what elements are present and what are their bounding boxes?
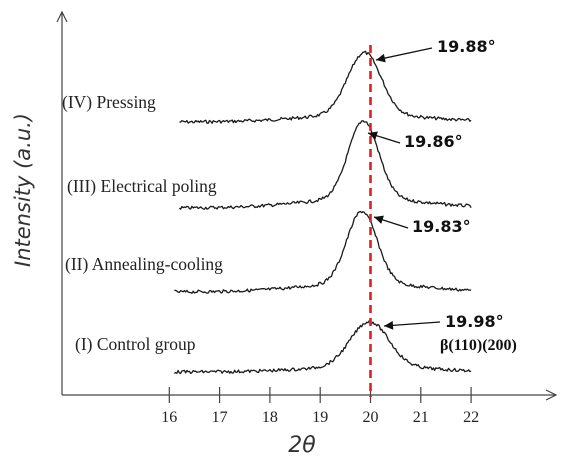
- x-axis-arrow: [545, 389, 558, 401]
- series-line: [174, 210, 472, 294]
- labels: (IV) Pressing 19.88° (III) Electrical poli…: [62, 37, 517, 354]
- y-axis-arrow: [56, 10, 68, 23]
- x-tick-label: 22: [463, 409, 479, 426]
- phase-annotation: β(110)(200): [440, 337, 517, 354]
- x-ticks: 16 17 18 19 20 21 22: [161, 387, 479, 426]
- series-label: (IV) Pressing: [62, 92, 156, 112]
- series-line: [173, 320, 472, 375]
- arrow-head: [368, 131, 378, 140]
- x-tick-label: 17: [212, 409, 228, 426]
- traces: [173, 50, 472, 375]
- series-line: [178, 120, 472, 210]
- series-label: (I) Control group: [75, 334, 196, 354]
- peak-label: 19.83°: [412, 217, 471, 236]
- x-tick-label: 21: [413, 409, 429, 426]
- y-axis-label: Intensity (a.u.): [11, 113, 35, 267]
- peak-arrow: [375, 47, 433, 61]
- x-tick-label: 20: [363, 409, 379, 426]
- arrow-head: [374, 215, 384, 224]
- series-line: [179, 50, 472, 124]
- x-tick-label: 16: [161, 409, 177, 426]
- peak-arrow: [383, 321, 441, 327]
- x-tick-label: 19: [312, 409, 328, 426]
- series-label: (II) Annealing-cooling: [65, 254, 223, 274]
- arrow-head: [384, 321, 394, 330]
- series-label: (III) Electrical poling: [67, 176, 217, 196]
- x-axis-label: 2θ: [288, 433, 316, 458]
- arrow-head: [376, 53, 386, 63]
- peak-label: 19.86°: [404, 132, 463, 151]
- peak-label: 19.88°: [437, 37, 496, 56]
- axes: [56, 10, 558, 401]
- peak-label: 19.98°: [445, 312, 504, 331]
- x-tick-label: 18: [262, 409, 278, 426]
